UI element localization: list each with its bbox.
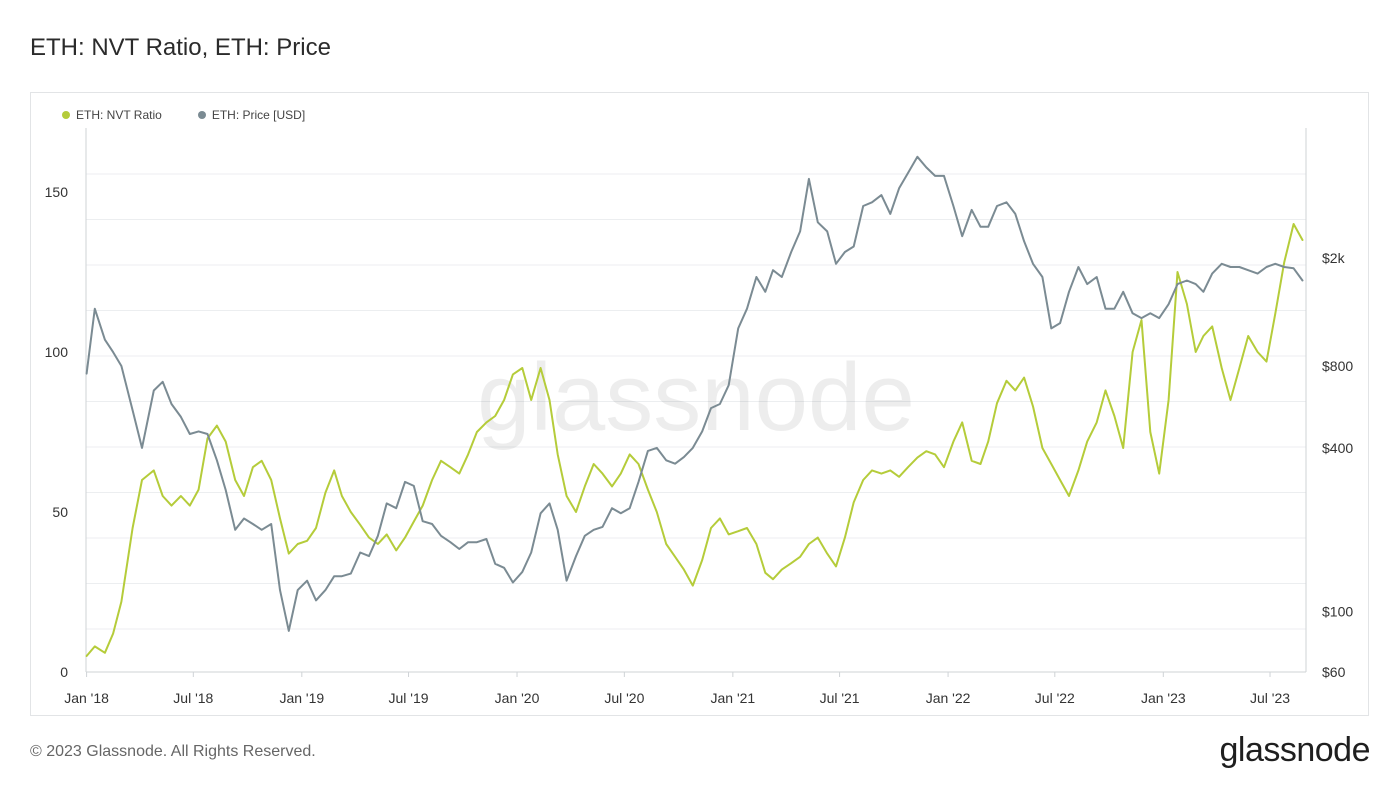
copyright-text: © 2023 Glassnode. All Rights Reserved. <box>30 743 316 760</box>
price-line <box>85 155 1304 632</box>
y-right-tick-label: $60 <box>1322 664 1346 680</box>
x-tick-label: Jan '19 <box>279 690 324 706</box>
legend-label-price: ETH: Price [USD] <box>211 108 306 122</box>
nvt-ratio-line <box>85 223 1304 657</box>
x-tick-label: Jul '20 <box>604 690 644 706</box>
glassnode-logo[interactable]: glassnode <box>1219 731 1370 769</box>
x-tick-label: Jan '21 <box>710 690 755 706</box>
y-left-tick-label: 0 <box>60 664 68 680</box>
x-tick-label: Jan '22 <box>926 690 971 706</box>
y-right-tick-label: $2k <box>1322 250 1346 266</box>
x-tick-label: Jul '23 <box>1250 690 1290 706</box>
x-tick-label: Jan '18 <box>64 690 109 706</box>
x-tick-label: Jul '21 <box>820 690 860 706</box>
legend-dot-price-icon <box>197 111 206 119</box>
legend-item-nvt[interactable]: ETH: NVT Ratio <box>62 108 162 122</box>
legend-item-price[interactable]: ETH: Price [USD] <box>197 108 306 122</box>
watermark-text: glassnode <box>477 344 915 451</box>
y-left-tick-label: 50 <box>52 504 68 520</box>
legend-label-nvt: ETH: NVT Ratio <box>76 108 162 122</box>
y-right-tick-label: $100 <box>1322 604 1353 620</box>
x-tick-label: Jul '22 <box>1035 690 1075 706</box>
legend-dot-nvt-icon <box>62 111 70 119</box>
page-title: ETH: NVT Ratio, ETH: Price <box>30 34 331 61</box>
y-left-tick-label: 100 <box>45 344 69 360</box>
y-right-tick-label: $400 <box>1322 440 1353 456</box>
chart-frame <box>30 92 1369 716</box>
x-tick-label: Jul '18 <box>173 690 213 706</box>
y-right-tick-label: $800 <box>1322 358 1353 374</box>
legend: ETH: NVT Ratio ETH: Price [USD] <box>62 108 305 122</box>
y-left-tick-label: 150 <box>45 184 69 200</box>
x-tick-label: Jan '20 <box>495 690 540 706</box>
x-tick-label: Jan '23 <box>1141 690 1186 706</box>
x-tick-label: Jul '19 <box>389 690 429 706</box>
